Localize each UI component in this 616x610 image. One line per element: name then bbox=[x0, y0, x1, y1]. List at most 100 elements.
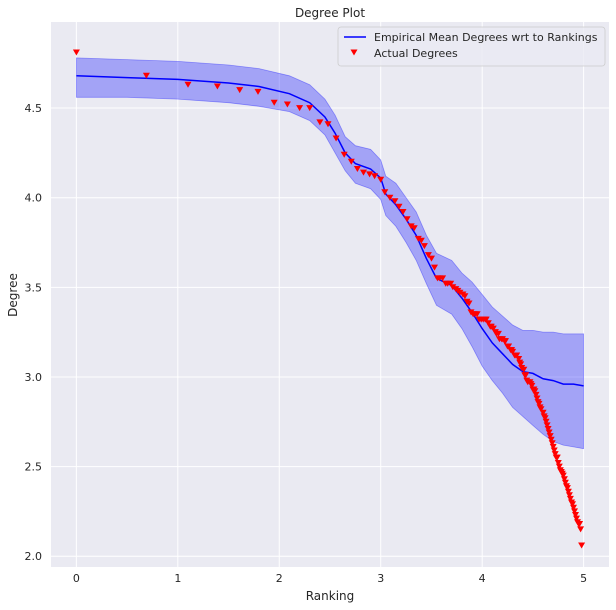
degree-marker bbox=[553, 454, 561, 461]
degree-marker bbox=[236, 87, 244, 94]
degree-marker bbox=[391, 198, 399, 205]
degree-marker bbox=[407, 223, 415, 230]
degree-marker bbox=[142, 72, 150, 79]
degree-marker bbox=[428, 255, 435, 262]
degree-marker bbox=[571, 508, 578, 515]
degree-marker bbox=[399, 209, 407, 215]
x-tick-label: 0 bbox=[73, 572, 80, 585]
x-tick-labels: 0 1 2 3 4 5 bbox=[73, 572, 587, 585]
degree-marker bbox=[505, 343, 513, 350]
degree-marker bbox=[395, 203, 403, 210]
degree-marker bbox=[541, 415, 549, 422]
y-axis-label: Degree bbox=[6, 273, 20, 317]
legend-label-mean: Empirical Mean Degrees wrt to Rankings bbox=[374, 31, 598, 44]
mean-degree-line bbox=[76, 75, 584, 387]
degree-marker bbox=[377, 176, 385, 183]
degree-marker bbox=[509, 348, 517, 355]
degree-marker bbox=[576, 521, 584, 527]
degree-marker bbox=[482, 316, 490, 323]
degree-marker bbox=[439, 275, 447, 282]
degree-marker bbox=[184, 81, 192, 88]
degree-marker bbox=[513, 352, 521, 359]
degree-marker bbox=[577, 526, 585, 533]
actual-degree-markers bbox=[72, 49, 586, 549]
degree-marker bbox=[461, 293, 469, 300]
degree-marker bbox=[565, 492, 573, 499]
degree-marker bbox=[417, 237, 425, 244]
degree-marker bbox=[360, 169, 367, 176]
degree-marker bbox=[539, 409, 547, 416]
y-tick-label: 4.5 bbox=[25, 102, 43, 115]
degree-marker bbox=[515, 356, 523, 362]
degree-marker bbox=[447, 280, 455, 287]
degree-marker bbox=[573, 515, 580, 522]
confidence-band bbox=[76, 57, 584, 450]
degree-marker bbox=[522, 372, 530, 379]
degree-marker bbox=[528, 382, 536, 389]
degree-marker bbox=[544, 426, 552, 432]
legend-label-actual: Actual Degrees bbox=[374, 47, 458, 60]
x-tick-label: 2 bbox=[276, 572, 283, 585]
degree-marker bbox=[449, 284, 457, 291]
degree-marker bbox=[559, 472, 567, 479]
degree-marker bbox=[414, 235, 422, 242]
degree-marker bbox=[420, 243, 428, 250]
degree-marker bbox=[548, 440, 556, 447]
legend-box bbox=[337, 26, 606, 67]
y-tick-label: 3.0 bbox=[25, 371, 43, 384]
legend-marker-swatch bbox=[350, 49, 358, 56]
degree-marker bbox=[555, 463, 563, 470]
x-tick-label: 1 bbox=[174, 572, 181, 585]
degree-marker bbox=[569, 501, 576, 508]
degree-marker bbox=[542, 418, 550, 425]
x-tick-label: 5 bbox=[580, 572, 587, 585]
degree-marker bbox=[531, 388, 539, 395]
degree-marker bbox=[494, 330, 502, 337]
degree-marker bbox=[366, 171, 374, 178]
y-tick-labels: 2.0 2.5 3.0 3.5 4.0 4.5 bbox=[25, 102, 43, 563]
degree-marker bbox=[547, 436, 555, 443]
degree-marker bbox=[371, 173, 379, 180]
degree-marker bbox=[386, 194, 394, 201]
x-tick-label: 3 bbox=[377, 572, 384, 585]
degree-marker bbox=[296, 105, 304, 112]
degree-marker bbox=[353, 166, 361, 172]
degree-marker bbox=[306, 105, 314, 112]
degree-marker bbox=[340, 151, 348, 158]
degree-marker bbox=[347, 158, 355, 165]
plot-background bbox=[51, 22, 609, 567]
degree-marker bbox=[545, 429, 553, 436]
y-tick-label: 4.0 bbox=[25, 192, 43, 205]
degree-marker bbox=[572, 512, 579, 518]
degree-marker bbox=[465, 300, 473, 307]
degree-marker bbox=[502, 338, 509, 345]
degree-marker bbox=[533, 395, 541, 402]
degree-marker bbox=[563, 485, 571, 492]
degree-marker bbox=[410, 225, 418, 232]
degree-marker bbox=[283, 101, 291, 108]
degree-marker bbox=[564, 488, 572, 495]
degree-marker bbox=[549, 443, 557, 450]
degree-marker bbox=[535, 400, 543, 407]
degree-marker bbox=[561, 479, 569, 486]
degree-marker bbox=[550, 447, 558, 454]
degree-marker bbox=[316, 119, 324, 126]
degree-marker bbox=[424, 252, 432, 259]
degree-marker bbox=[520, 366, 528, 373]
y-tick-label: 3.5 bbox=[25, 281, 43, 294]
degree-marker bbox=[484, 320, 492, 327]
legend: Empirical Mean Degrees wrt to Rankings A… bbox=[337, 26, 606, 67]
grid-lines bbox=[51, 22, 609, 567]
degree-marker bbox=[403, 216, 411, 223]
degree-marker bbox=[473, 311, 481, 318]
degree-marker bbox=[270, 99, 278, 106]
degree-marker bbox=[254, 88, 262, 95]
degree-marker bbox=[324, 121, 332, 128]
degree-marker bbox=[570, 504, 577, 511]
chart-title: Degree Plot bbox=[295, 6, 365, 20]
degree-marker bbox=[566, 495, 574, 502]
degree-marker bbox=[72, 49, 80, 56]
degree-marker bbox=[551, 451, 559, 458]
degree-marker bbox=[489, 325, 497, 332]
